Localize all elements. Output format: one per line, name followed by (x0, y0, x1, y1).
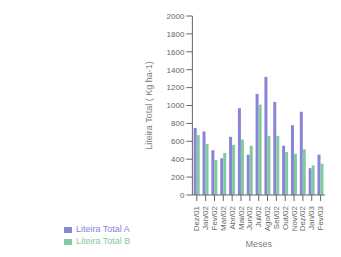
svg-text:Ago/02: Ago/02 (263, 205, 272, 231)
svg-text:Mai/02: Mai/02 (237, 205, 246, 230)
svg-text:Nov/02: Nov/02 (290, 205, 299, 231)
svg-text:Fev/02: Fev/02 (210, 205, 219, 230)
svg-text:Dez/01: Dez/01 (192, 205, 201, 231)
svg-text:1200: 1200 (167, 83, 185, 92)
html-text:Liteira Total B: Liteira Total B (76, 236, 131, 246)
svg-text:Fev/03: Fev/03 (316, 205, 325, 230)
html-text:Liteira Total A: Liteira Total A (76, 224, 130, 234)
svg-text:0: 0 (180, 191, 185, 200)
svg-text:2000: 2000 (167, 12, 185, 21)
svg-text:1000: 1000 (167, 101, 185, 110)
svg-text:Jun/02: Jun/02 (245, 205, 254, 230)
svg-text:400: 400 (171, 155, 185, 164)
svg-text:Jul/02: Jul/02 (254, 205, 263, 227)
svg-text:Dez/02: Dez/02 (298, 205, 307, 231)
svg-text:200: 200 (171, 173, 185, 182)
svg-text:1800: 1800 (167, 30, 185, 39)
svg-text:800: 800 (171, 119, 185, 128)
svg-text:Set/02: Set/02 (272, 205, 281, 229)
svg-text:Abr/02: Abr/02 (228, 205, 237, 229)
svg-text:Out/02: Out/02 (281, 205, 290, 230)
svg-text:Meses: Meses (245, 239, 272, 249)
svg-text:Liteira Total ( Kg ha-1): Liteira Total ( Kg ha-1) (144, 61, 154, 149)
svg-text:Mar/02: Mar/02 (219, 205, 228, 230)
svg-text:Jan/03: Jan/03 (307, 205, 316, 230)
svg-text:1400: 1400 (167, 66, 185, 75)
svg-text:600: 600 (171, 137, 185, 146)
svg-text:Jan/02: Jan/02 (201, 205, 210, 230)
svg-text:1600: 1600 (167, 48, 185, 57)
